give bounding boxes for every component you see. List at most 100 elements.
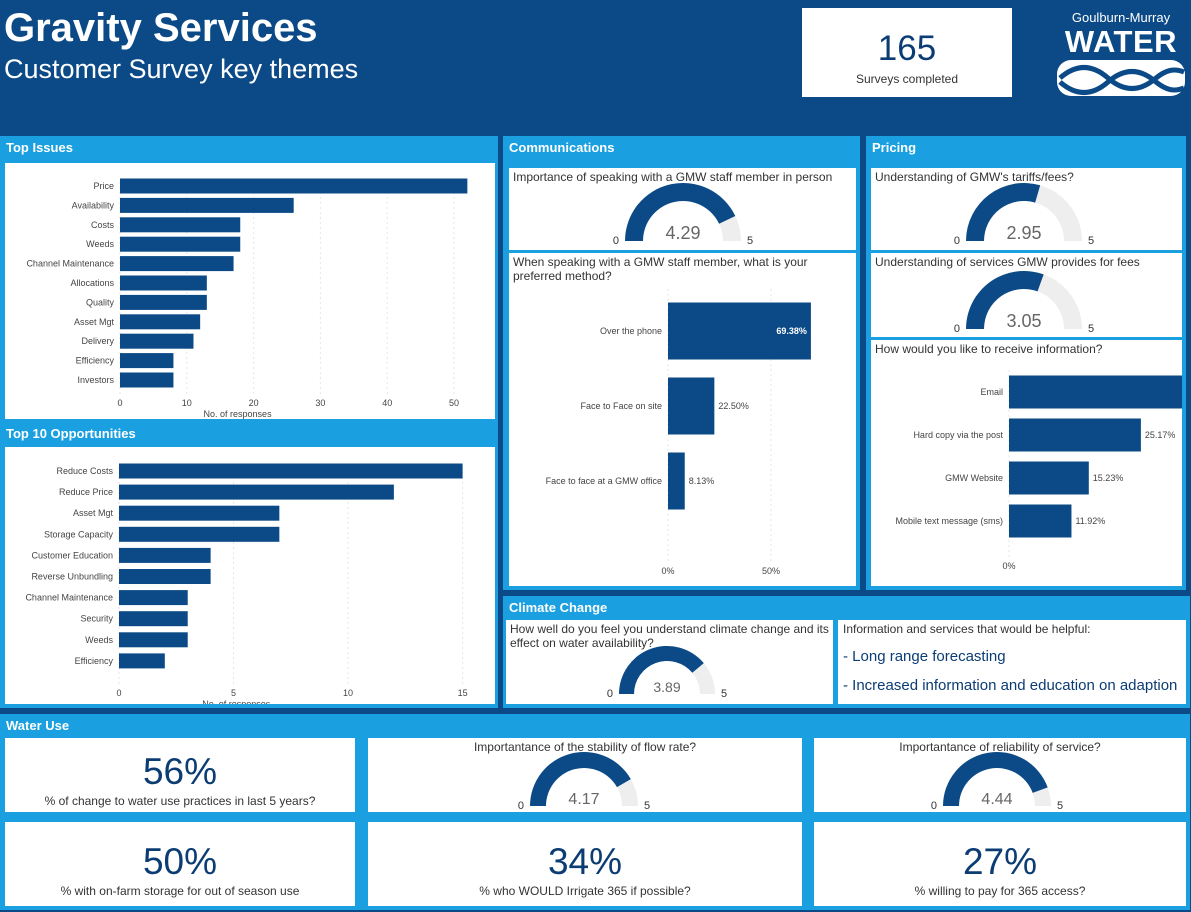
category-label: Face to face at a GMW office	[546, 476, 662, 486]
climate-gauge-panel: How well do you feel you understand clim…	[506, 620, 833, 704]
page-subtitle: Customer Survey key themes	[4, 54, 359, 84]
gauge-fill	[966, 183, 1041, 241]
x-tick-label: 0%	[1002, 561, 1015, 571]
top-opportunities-title: Top 10 Opportunities	[6, 426, 136, 441]
comm-gauge-panel: Importance of speaking with a GMW staff …	[509, 168, 856, 250]
bar	[668, 452, 685, 510]
top-opportunities-section: Top 10 Opportunities 0 5 10 15 Reduce Costs R…	[0, 422, 498, 708]
bar	[120, 217, 241, 233]
category-label: Mobile text message (sms)	[895, 516, 1003, 526]
bar	[119, 569, 211, 584]
water-use-section: Water Use 56% % of change to water use p…	[0, 714, 1190, 910]
gauge-value: 4.44	[981, 791, 1012, 808]
gauge-min-label: 0	[954, 235, 960, 247]
kpi-value: 56%	[142, 751, 218, 792]
page-title: Gravity Services	[4, 6, 318, 50]
climate-section: Climate Change How well do you feel you …	[503, 596, 1190, 708]
x-tick-label: 10	[182, 398, 192, 408]
x-tick-label: 10	[343, 688, 353, 698]
reliability-gauge-question: Importantance of reliability of service?	[899, 740, 1101, 754]
x-tick-label: 5	[231, 688, 236, 698]
category-label: Efficiency	[75, 656, 114, 666]
surveys-label: Surveys completed	[855, 72, 959, 86]
kpi-value: 27%	[962, 841, 1038, 882]
gauge-min-label: 0	[518, 800, 524, 812]
kpi-label: % of change to water use practices in la…	[44, 794, 316, 808]
x-axis-title: No. of responses	[202, 699, 271, 704]
water-use-title: Water Use	[6, 718, 70, 733]
category-label: Face to Face on site	[580, 401, 662, 411]
gauge-max-label: 5	[1057, 800, 1063, 812]
category-label: Investors	[77, 375, 114, 385]
pricing-section: Pricing Understanding of GMW's tariffs/f…	[866, 136, 1186, 590]
tariff-gauge: 2.95 0 5	[954, 183, 1094, 247]
climate-gauge: 3.89 0 5	[607, 646, 727, 700]
climate-title: Climate Change	[509, 600, 608, 615]
category-label: GMW Website	[945, 473, 1003, 483]
communications-title: Communications	[509, 140, 615, 155]
data-label: 25.17%	[1145, 430, 1176, 440]
logo-line1: Goulburn-Murray	[1071, 10, 1171, 25]
tariff-gauge-panel: Understanding of GMW's tariffs/fees? 2.9…	[871, 168, 1182, 250]
kpi-pay-365: 27% % willing to pay for 365 access?	[814, 822, 1186, 906]
category-label: Costs	[91, 220, 115, 230]
bar	[120, 353, 174, 369]
gauge-min-label: 0	[607, 688, 613, 700]
pricing-title: Pricing	[872, 140, 917, 155]
bar	[119, 653, 165, 669]
services-gauge-question: Understanding of services GMW provides f…	[875, 255, 1140, 269]
category-label: Channel Maintenance	[26, 259, 114, 269]
top-issues-chart: 0 10 20 30 40 50 Price Availability Costs Weeds Ch…	[26, 178, 468, 419]
bar	[120, 294, 207, 310]
data-label: 22.50%	[718, 401, 749, 411]
bar	[120, 197, 294, 213]
category-label: Availability	[72, 200, 115, 210]
category-label: Quality	[86, 297, 115, 307]
gauge-value: 3.89	[653, 679, 680, 695]
category-label: Reduce Price	[59, 487, 113, 497]
bar	[119, 526, 280, 542]
climate-info-item: - Long range forecasting	[843, 648, 1006, 665]
gauge-fill	[625, 183, 736, 241]
category-label: Weeds	[86, 239, 114, 249]
category-label: Reverse Unbundling	[31, 572, 113, 582]
category-label: Efficiency	[76, 356, 115, 366]
bar	[120, 236, 241, 252]
gauge-value: 3.05	[1006, 311, 1041, 331]
category-label: Allocations	[70, 278, 114, 288]
x-tick-label: 30	[315, 398, 325, 408]
x-tick-label: 0	[117, 398, 122, 408]
kpi-value: 50%	[142, 841, 218, 882]
info-method-panel: How would you like to receive informatio…	[871, 340, 1182, 586]
category-label: Customer Education	[31, 550, 113, 560]
data-label: 11.92%	[1075, 516, 1105, 526]
tariff-gauge-question: Understanding of GMW's tariffs/fees?	[875, 170, 1074, 184]
top-issues-panel: 0 10 20 30 40 50 Price Availability Costs Weeds Ch…	[5, 163, 495, 419]
comm-method-question: When speaking with a GMW staff member, w…	[513, 255, 808, 283]
category-label: Email	[980, 387, 1003, 397]
x-tick-label: 15	[458, 688, 468, 698]
comm-gauge: 4.29 0 5	[613, 183, 753, 247]
x-tick-label: 50	[449, 398, 459, 408]
x-tick-label: 50%	[762, 566, 780, 576]
bar	[120, 372, 174, 388]
gauge-fill	[530, 752, 631, 806]
category-label: Delivery	[81, 336, 114, 346]
gauge-value: 4.29	[665, 223, 700, 243]
x-tick-label: 0	[116, 688, 121, 698]
bar	[120, 178, 468, 194]
kpi-value: 34%	[547, 841, 623, 882]
gauge-value: 2.95	[1006, 223, 1041, 243]
top-opportunities-chart: 0 5 10 15 Reduce Costs Reduce Price Asset Mgt S…	[25, 463, 468, 704]
category-label: Price	[93, 181, 114, 191]
x-axis-title: No. of responses	[204, 409, 273, 419]
bar	[120, 333, 194, 349]
kpi-change-practices: 56% % of change to water use practices i…	[5, 738, 355, 812]
x-tick-label: 0%	[661, 566, 674, 576]
category-label: Asset Mgt	[73, 508, 114, 518]
kpi-label: % who WOULD Irrigate 365 if possible?	[479, 884, 691, 898]
reliability-gauge-panel: Importantance of reliability of service?…	[814, 738, 1186, 812]
category-label: Hard copy via the post	[913, 430, 1003, 440]
gauge-max-label: 5	[644, 800, 650, 812]
climate-info-title: Information and services that would be h…	[843, 622, 1091, 636]
